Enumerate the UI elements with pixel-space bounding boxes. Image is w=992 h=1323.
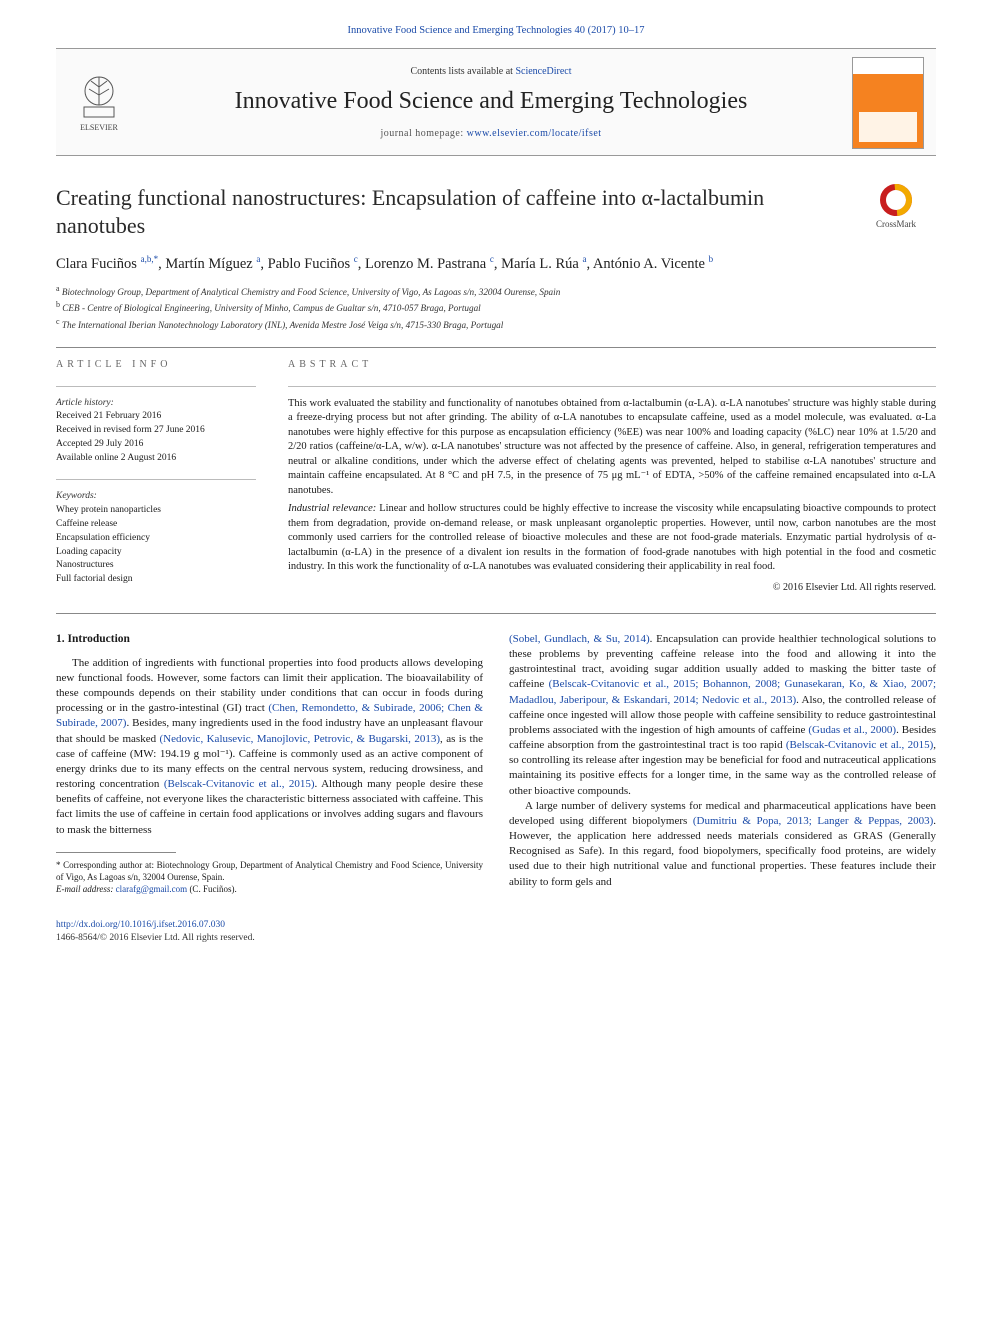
intro-paragraph-1: The addition of ingredients with functio… bbox=[56, 656, 483, 838]
citation-link[interactable]: (Belscak-Cvitanovic et al., 2015) bbox=[164, 778, 315, 790]
intro-paragraph-2: (Sobel, Gundlach, & Su, 2014). Encapsula… bbox=[509, 632, 936, 799]
citation-link[interactable]: (Dumitriu & Popa, 2013; Langer & Peppas,… bbox=[693, 815, 933, 827]
history-line: Received in revised form 27 June 2016 bbox=[56, 424, 256, 438]
keyword-line: Encapsulation efficiency bbox=[56, 532, 256, 546]
citation-link[interactable]: (Gudas et al., 2000) bbox=[808, 724, 896, 736]
journal-homepage: journal homepage: www.elsevier.com/locat… bbox=[144, 127, 838, 141]
corresponding-author-footnote: * Corresponding author at: Biotechnology… bbox=[56, 859, 483, 895]
relevance-text: Linear and hollow structures could be hi… bbox=[288, 503, 936, 572]
running-head: Innovative Food Science and Emerging Tec… bbox=[56, 24, 936, 38]
intro-paragraph-3: A large number of delivery systems for m… bbox=[509, 799, 936, 890]
crossmark-badge[interactable]: CrossMark bbox=[856, 184, 936, 239]
keywords-label: Keywords: bbox=[56, 490, 256, 504]
citation-link[interactable]: (Belscak-Cvitanovic et al., 2015) bbox=[786, 739, 933, 751]
keyword-line: Full factorial design bbox=[56, 573, 256, 587]
page-footer: http://dx.doi.org/10.1016/j.ifset.2016.0… bbox=[56, 919, 936, 945]
sciencedirect-link[interactable]: ScienceDirect bbox=[515, 66, 571, 77]
citation-link[interactable]: (Sobel, Gundlach, & Su, 2014) bbox=[509, 633, 650, 645]
affiliations: a Biotechnology Group, Department of Ana… bbox=[56, 283, 936, 334]
email-link[interactable]: clarafg@gmail.com bbox=[116, 884, 188, 894]
footnote-corr: * Corresponding author at: Biotechnology… bbox=[56, 859, 483, 883]
citation-link[interactable]: (Nedovic, Kalusevic, Manojlovic, Petrovi… bbox=[160, 733, 441, 745]
history-line: Available online 2 August 2016 bbox=[56, 452, 256, 466]
journal-cover-thumb bbox=[852, 57, 924, 149]
email-label: E-mail address: bbox=[56, 884, 116, 894]
doi-link[interactable]: http://dx.doi.org/10.1016/j.ifset.2016.0… bbox=[56, 920, 225, 930]
relevance-lead: Industrial relevance: bbox=[288, 503, 376, 514]
footnote-rule bbox=[56, 852, 176, 853]
author-list: Clara Fuciños a,b,*, Martín Míguez a, Pa… bbox=[56, 253, 936, 274]
journal-name: Innovative Food Science and Emerging Tec… bbox=[144, 85, 838, 117]
affiliation-line: b CEB - Centre of Biological Engineering… bbox=[56, 299, 936, 316]
journal-masthead: ELSEVIER Contents lists available at Sci… bbox=[56, 48, 936, 156]
keyword-line: Caffeine release bbox=[56, 518, 256, 532]
contents-line: Contents lists available at ScienceDirec… bbox=[144, 65, 838, 79]
history-line: Accepted 29 July 2016 bbox=[56, 438, 256, 452]
article-info-heading: article info bbox=[56, 358, 256, 372]
history-line: Received 21 February 2016 bbox=[56, 410, 256, 424]
history-label: Article history: bbox=[56, 397, 256, 411]
keyword-line: Whey protein nanoparticles bbox=[56, 504, 256, 518]
crossmark-icon bbox=[880, 184, 912, 216]
affiliation-line: a Biotechnology Group, Department of Ana… bbox=[56, 283, 936, 300]
elsevier-label: ELSEVIER bbox=[80, 123, 118, 134]
affiliation-line: c The International Iberian Nanotechnolo… bbox=[56, 316, 936, 333]
contents-prefix: Contents lists available at bbox=[410, 66, 515, 77]
abstract-heading: abstract bbox=[288, 358, 936, 372]
elsevier-logo: ELSEVIER bbox=[68, 66, 130, 140]
abstract-copyright: © 2016 Elsevier Ltd. All rights reserved… bbox=[288, 581, 936, 595]
abstract-paragraph: This work evaluated the stability and fu… bbox=[288, 397, 936, 498]
keyword-line: Nanostructures bbox=[56, 559, 256, 573]
section-heading-intro: 1. Introduction bbox=[56, 632, 483, 648]
abstract-industrial-relevance: Industrial relevance: Linear and hollow … bbox=[288, 502, 936, 574]
homepage-prefix: journal homepage: bbox=[380, 128, 466, 139]
crossmark-label: CrossMark bbox=[876, 218, 916, 230]
article-title: Creating functional nanostructures: Enca… bbox=[56, 184, 840, 239]
keyword-line: Loading capacity bbox=[56, 546, 256, 560]
elsevier-tree-icon bbox=[74, 73, 124, 123]
email-tail: (C. Fuciños). bbox=[187, 884, 237, 894]
homepage-url-link[interactable]: www.elsevier.com/locate/ifset bbox=[467, 128, 602, 139]
issn-copyright: 1466-8564/© 2016 Elsevier Ltd. All right… bbox=[56, 932, 936, 945]
